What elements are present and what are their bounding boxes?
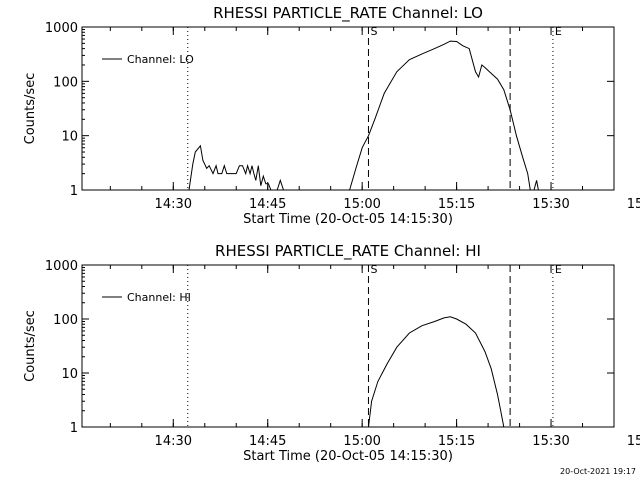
legend-entry: Channel: HI: [127, 291, 191, 304]
y-axis-label: Counts/sec: [23, 310, 38, 382]
x-tick-label: 15:15: [438, 434, 475, 449]
y-axis-label: Counts/sec: [23, 73, 38, 145]
y-tick-label: 1: [70, 421, 78, 436]
y-tick-label: 100: [53, 75, 78, 90]
plot-frame: [81, 264, 615, 428]
chart-panel-2: RHESSI PARTICLE_RATE Channel: HI 1 10 100 10…: [23, 242, 640, 464]
x-tick-label: 15:30: [532, 434, 569, 449]
footer-timestamp: 20-Oct-2021 19:17: [560, 467, 636, 476]
y-tick-label: 1000: [45, 259, 78, 274]
x-tick-label: 15:15: [438, 197, 475, 212]
y-tick-label: 10: [61, 367, 78, 382]
legend-entry: Channel: LO: [127, 53, 194, 66]
y-tick-label: 10: [61, 130, 78, 145]
x-tick-label: 15:00: [343, 197, 380, 212]
x-tick-label: 14:45: [249, 434, 286, 449]
x-tick-label: 14:30: [155, 434, 192, 449]
series-line: [276, 178, 284, 191]
chart-title: RHESSI PARTICLE_RATE Channel: LO: [213, 4, 483, 23]
marker-label: S: [370, 25, 377, 38]
series-line: [188, 144, 272, 191]
x-tick-label: 14:45: [249, 197, 286, 212]
y-tick-label: 1: [70, 184, 78, 199]
chart-panel-1: RHESSI PARTICLE_RATE Channel: LO 1 10 100 10…: [23, 4, 640, 227]
plots-group: RHESSI PARTICLE_RATE Channel: LO 1 10 100 10…: [23, 4, 640, 464]
x-tick-label: 14:30: [155, 197, 192, 212]
marker-label: S: [370, 263, 377, 276]
y-tick-label: 100: [53, 313, 78, 328]
series-line: [349, 40, 531, 191]
plot-frame: [81, 26, 615, 191]
series-line: [533, 180, 539, 191]
chart-title: RHESSI PARTICLE_RATE Channel: HI: [215, 242, 481, 261]
marker-label: E: [555, 25, 562, 38]
marker-label: E: [555, 263, 562, 276]
x-axis-label: Start Time (20-Oct-05 14:15:30): [243, 212, 453, 227]
x-tick-label: 15:45: [627, 434, 640, 449]
x-axis-label: Start Time (20-Oct-05 14:15:30): [243, 449, 453, 464]
x-tick-label: 15:30: [532, 197, 569, 212]
x-tick-label: 15:00: [343, 434, 380, 449]
y-tick-label: 1000: [45, 21, 78, 36]
series-line: [368, 316, 505, 428]
x-tick-label: 15:45: [627, 197, 640, 212]
